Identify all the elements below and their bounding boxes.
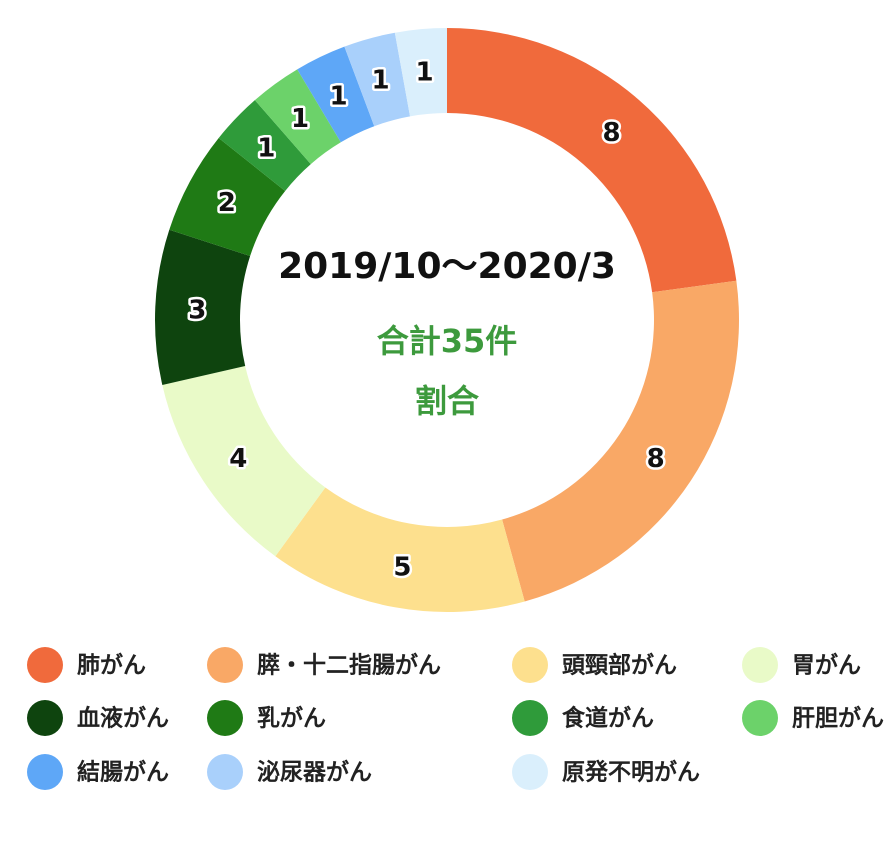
legend-swatch <box>512 647 548 683</box>
legend-swatch <box>207 647 243 683</box>
data-label: 1 <box>416 58 434 88</box>
data-label: 2 <box>218 188 236 218</box>
data-label: 3 <box>188 295 206 325</box>
data-label: 8 <box>602 118 620 148</box>
donut-segment <box>394 28 447 117</box>
legend-label: 膵・十二指腸がん <box>257 652 441 679</box>
donut-segment <box>297 46 375 143</box>
data-label: 1 <box>257 134 275 164</box>
donut-segment <box>155 229 251 385</box>
legend-swatch <box>512 754 548 790</box>
legend-label: 乳がん <box>257 705 326 732</box>
donut-segment <box>254 69 341 165</box>
legend-label: 原発不明がん <box>562 759 700 786</box>
donut-segment <box>218 100 311 191</box>
data-label: 1 <box>291 104 309 134</box>
legend-swatch <box>742 700 778 736</box>
data-label: 1 <box>371 66 389 96</box>
data-label: 8 <box>647 444 665 474</box>
legend-label: 肺がん <box>77 652 146 679</box>
donut-segment <box>169 137 286 257</box>
donut-segment <box>502 280 739 602</box>
legend-label: 胃がん <box>792 652 861 679</box>
legend-swatch <box>27 700 63 736</box>
legend-label: 結腸がん <box>77 759 169 786</box>
data-label: 1 <box>329 81 347 111</box>
legend-label: 頭頸部がん <box>562 652 677 679</box>
chart-subtitle: 合計35件 <box>377 322 518 360</box>
annotation: 割合 <box>415 382 479 420</box>
legend-swatch <box>512 700 548 736</box>
data-label: 5 <box>393 552 411 582</box>
legend-label: 食道がん <box>562 705 654 732</box>
donut-segment <box>344 32 411 127</box>
donut-segment <box>162 366 326 557</box>
donut-segment <box>275 487 525 612</box>
legend-swatch <box>742 647 778 683</box>
data-label: 4 <box>229 444 247 474</box>
legend-swatch <box>207 754 243 790</box>
legend-label: 泌尿器がん <box>257 759 372 786</box>
legend-swatch <box>27 754 63 790</box>
legend-label: 肝胆がん <box>792 705 884 732</box>
donut-segment <box>447 28 737 293</box>
chart-title: 2019/10〜2020/3 <box>278 246 616 287</box>
legend-swatch <box>207 700 243 736</box>
legend-swatch <box>27 647 63 683</box>
legend-label: 血液がん <box>77 705 169 732</box>
